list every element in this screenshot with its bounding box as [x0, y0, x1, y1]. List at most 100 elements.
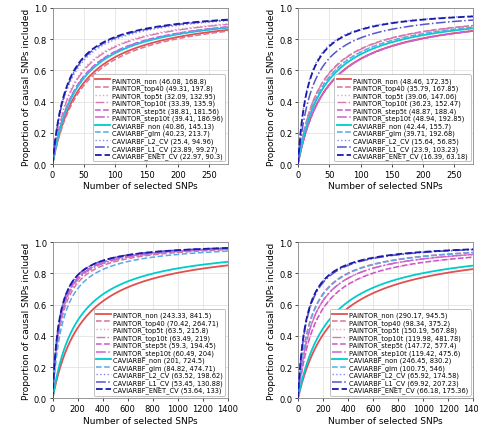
Line: CAVIARBF_non (246.45, 830.2): CAVIARBF_non (246.45, 830.2) — [298, 266, 473, 399]
CAVIARBF_ENET_CV (53.64, 133) — [219, 246, 225, 251]
CAVIARBF_ENET_CV (66.18, 175.36) — [459, 247, 465, 253]
CAVIARBF_glm (84.82, 474.71) — [225, 249, 231, 254]
PAINTOR_top10t (63.49, 219) — [219, 247, 225, 252]
CAVIARBF_L2_CV (15.64, 56.85) — [470, 14, 476, 20]
CAVIARBF_glm (84.82, 474.71) — [61, 317, 66, 322]
Line: PAINTOR_top10t (33.39, 135.9): PAINTOR_top10t (33.39, 135.9) — [53, 25, 228, 165]
PAINTOR_step10t (48.94, 192.85) — [459, 31, 465, 36]
PAINTOR_step10t (39.41, 186.96) — [225, 25, 231, 31]
Line: PAINTOR_top40 (70.42, 264.71): PAINTOR_top40 (70.42, 264.71) — [53, 250, 228, 399]
PAINTOR_step10t (39.41, 186.96) — [189, 29, 195, 35]
CAVIARBF_non (201, 724.5) — [189, 264, 195, 269]
PAINTOR_step5t (48.87, 188.4) — [327, 82, 333, 87]
PAINTOR_top40 (98.34, 375.2) — [465, 251, 470, 256]
PAINTOR_step5t (38.81, 181.56) — [213, 26, 219, 32]
PAINTOR_top5t (32.09, 132.95) — [61, 107, 66, 113]
CAVIARBF_glm (39.71, 192.68) — [327, 74, 333, 79]
PAINTOR_top5t (150.19, 567.88) — [306, 339, 312, 344]
PAINTOR_step10t (39.41, 186.96) — [50, 162, 55, 167]
CAVIARBF_non (246.45, 830.2) — [295, 396, 301, 401]
CAVIARBF_ENET_CV (16.39, 63.18) — [353, 30, 358, 35]
CAVIARBF_glm (84.82, 474.71) — [108, 264, 113, 269]
CAVIARBF_ENET_CV (53.64, 133) — [213, 246, 219, 251]
PAINTOR_step5t (59.3, 194.45) — [61, 304, 66, 309]
PAINTOR_non (243.33, 841.5) — [189, 268, 195, 273]
CAVIARBF_L1_CV (23.89, 99.27) — [219, 19, 225, 24]
CAVIARBF_ENET_CV (16.39, 63.18) — [327, 43, 333, 49]
PAINTOR_top10t (119.98, 481.78) — [435, 255, 440, 261]
PAINTOR_top40 (70.42, 264.71) — [82, 273, 88, 279]
CAVIARBF_glm (39.71, 192.68) — [295, 162, 301, 167]
PAINTOR_step5t (48.87, 188.4) — [295, 162, 301, 167]
PAINTOR_step10t (48.94, 192.85) — [306, 121, 312, 127]
CAVIARBF_L1_CV (23.9, 103.23) — [435, 21, 440, 26]
PAINTOR_top40 (35.79, 167.85) — [295, 162, 301, 167]
PAINTOR_top10t (33.39, 135.9) — [225, 23, 231, 28]
CAVIARBF_non (201, 724.5) — [225, 260, 231, 265]
Line: PAINTOR_step10t (60.49, 204): PAINTOR_step10t (60.49, 204) — [53, 249, 228, 399]
Line: PAINTOR_step10t (119.42, 475.6): PAINTOR_step10t (119.42, 475.6) — [298, 255, 473, 399]
Line: CAVIARBF_ENET_CV (53.64, 133): CAVIARBF_ENET_CV (53.64, 133) — [53, 248, 228, 399]
Line: PAINTOR_step5t (48.87, 188.4): PAINTOR_step5t (48.87, 188.4) — [298, 32, 473, 165]
CAVIARBF_L1_CV (69.92, 207.23) — [295, 396, 301, 401]
PAINTOR_top5t (39.06, 147.06) — [327, 73, 333, 78]
PAINTOR_top5t (63.5, 215.8) — [219, 247, 225, 252]
PAINTOR_step10t (48.94, 192.85) — [353, 60, 358, 66]
CAVIARBF_ENET_CV (16.39, 63.18) — [465, 15, 470, 20]
PAINTOR_top5t (32.09, 132.95) — [213, 23, 219, 28]
CAVIARBF_non (201, 724.5) — [213, 261, 219, 266]
CAVIARBF_L1_CV (69.92, 207.23) — [353, 261, 358, 266]
CAVIARBF_ENET_CV (16.39, 63.18) — [435, 17, 440, 22]
PAINTOR_step10t (119.42, 475.6) — [306, 330, 312, 336]
CAVIARBF_L1_CV (23.89, 99.27) — [213, 19, 219, 25]
CAVIARBF_glm (84.82, 474.71) — [219, 249, 225, 254]
Y-axis label: Proportion of causal SNPs included: Proportion of causal SNPs included — [267, 8, 276, 165]
X-axis label: Number of selected SNPs: Number of selected SNPs — [328, 416, 443, 425]
PAINTOR_step5t (38.81, 181.56) — [61, 114, 66, 119]
CAVIARBF_L2_CV (65.92, 174.58) — [435, 249, 440, 254]
PAINTOR_step5t (38.81, 181.56) — [225, 25, 231, 30]
PAINTOR_top40 (70.42, 264.71) — [219, 248, 225, 253]
PAINTOR_step5t (59.3, 194.45) — [82, 269, 88, 274]
Line: PAINTOR_top40 (49.31, 197.8): PAINTOR_top40 (49.31, 197.8) — [53, 32, 228, 165]
PAINTOR_top5t (32.09, 132.95) — [225, 22, 231, 28]
PAINTOR_top40 (70.42, 264.71) — [50, 396, 55, 401]
PAINTOR_non (46.08, 168.8) — [213, 29, 219, 35]
CAVIARBF_non (246.45, 830.2) — [465, 264, 470, 269]
PAINTOR_step10t (60.49, 204) — [61, 304, 66, 310]
PAINTOR_non (290.17, 945.5) — [353, 300, 358, 306]
Legend: PAINTOR_non (46.08, 168.8), PAINTOR_top40 (49.31, 197.8), PAINTOR_top5t (32.09, : PAINTOR_non (46.08, 168.8), PAINTOR_top4… — [93, 75, 225, 162]
CAVIARBF_L1_CV (23.89, 99.27) — [82, 55, 88, 60]
PAINTOR_top40 (98.34, 375.2) — [306, 323, 312, 328]
CAVIARBF_L1_CV (23.89, 99.27) — [50, 162, 55, 167]
PAINTOR_top10t (119.98, 481.78) — [295, 396, 301, 401]
PAINTOR_top5t (63.5, 215.8) — [225, 247, 231, 252]
PAINTOR_top40 (98.34, 375.2) — [295, 396, 301, 401]
CAVIARBF_ENET_CV (53.64, 133) — [189, 247, 195, 252]
PAINTOR_step10t (39.41, 186.96) — [108, 53, 113, 58]
CAVIARBF_L1_CV (53.45, 130.88) — [225, 246, 231, 251]
CAVIARBF_glm (100.75, 546) — [435, 253, 440, 258]
PAINTOR_step5t (59.3, 194.45) — [219, 247, 225, 252]
CAVIARBF_glm (100.75, 546) — [459, 251, 465, 256]
Line: PAINTOR_non (290.17, 945.5): PAINTOR_non (290.17, 945.5) — [298, 269, 473, 399]
X-axis label: Number of selected SNPs: Number of selected SNPs — [83, 416, 197, 425]
CAVIARBF_non (246.45, 830.2) — [470, 263, 476, 268]
PAINTOR_non (243.33, 841.5) — [82, 315, 88, 321]
PAINTOR_step10t (48.94, 192.85) — [470, 29, 476, 35]
CAVIARBF_L1_CV (23.9, 103.23) — [465, 19, 470, 24]
CAVIARBF_L2_CV (25.4, 94.96) — [219, 19, 225, 25]
Line: CAVIARBF_L2_CV (63.52, 198.62): CAVIARBF_L2_CV (63.52, 198.62) — [53, 249, 228, 399]
PAINTOR_top5t (39.06, 147.06) — [306, 114, 312, 120]
CAVIARBF_ENET_CV (22.97, 90.3) — [213, 19, 219, 24]
Line: CAVIARBF_non (40.86, 145.13): CAVIARBF_non (40.86, 145.13) — [53, 28, 228, 165]
CAVIARBF_L2_CV (63.52, 198.62) — [50, 396, 55, 401]
PAINTOR_non (243.33, 841.5) — [219, 264, 225, 269]
PAINTOR_top10t (33.39, 135.9) — [50, 162, 55, 167]
CAVIARBF_L1_CV (69.92, 207.23) — [327, 273, 333, 279]
CAVIARBF_non (201, 724.5) — [219, 260, 225, 265]
PAINTOR_top10t (33.39, 135.9) — [108, 48, 113, 53]
PAINTOR_top40 (49.31, 197.8) — [219, 30, 225, 35]
CAVIARBF_glm (40.23, 213.7) — [108, 53, 113, 59]
CAVIARBF_L1_CV (23.9, 103.23) — [353, 38, 358, 43]
